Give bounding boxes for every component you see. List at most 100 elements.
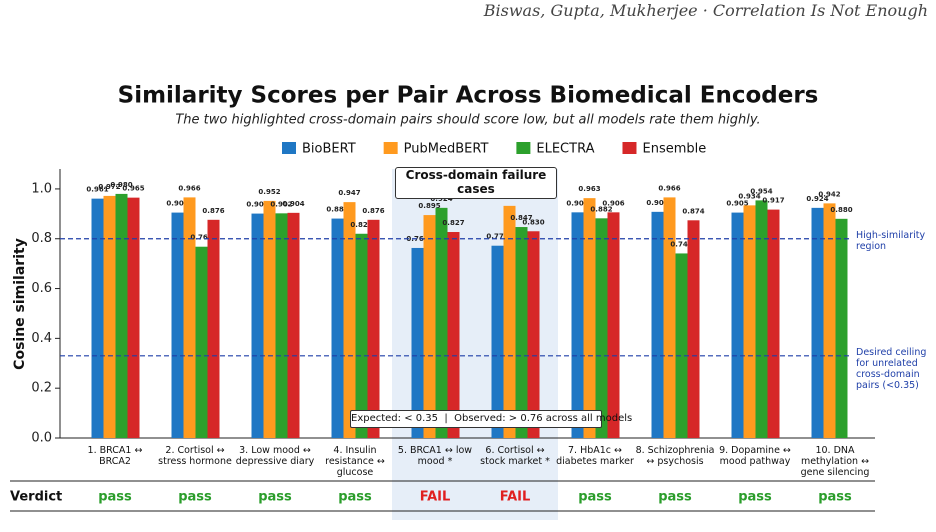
value-label: 0.847 [510, 214, 532, 222]
bar [171, 212, 184, 438]
value-label: 0.980 [110, 181, 132, 189]
value-label: 0.972 [98, 183, 120, 191]
verdict: pass [818, 490, 852, 505]
bar [515, 227, 528, 438]
legend-label: Ensemble [642, 142, 706, 157]
bar [767, 209, 780, 438]
value-label: 0.963 [578, 185, 600, 193]
value-label: 0.895 [418, 202, 440, 210]
value-label: 0.874 [682, 207, 704, 215]
value-label: 0.876 [362, 207, 384, 215]
value-label: 0.954 [750, 187, 772, 195]
bar [503, 205, 516, 438]
verdict: pass [258, 490, 292, 505]
bar [91, 198, 104, 438]
highlight-note: Expected: < 0.35 | Observed: > 0.76 acro… [350, 410, 632, 428]
bar [195, 246, 208, 438]
chart-title: Similarity Scores per Pair Across Biomed… [118, 83, 819, 109]
x-tick-label: 4. Insulin resistance ↔ glucose [325, 445, 385, 478]
bar [127, 197, 140, 438]
y-tick-label: 0.0 [31, 431, 52, 446]
value-label: 0.905 [166, 200, 188, 208]
x-tick-label: 5. BRCA1 ↔ low mood * [397, 445, 473, 467]
x-tick-label: 10. DNA methylation ↔ gene silencing [800, 445, 870, 478]
chart-subtitle: The two highlighted cross-domain pairs s… [175, 113, 760, 128]
value-label: 0.880 [830, 206, 852, 214]
bar [663, 197, 676, 438]
x-tick-label: 6. Cortisol ↔ stock market * [480, 445, 550, 467]
value-label: 0.901 [246, 201, 268, 209]
bar [811, 207, 824, 438]
value-label: 0.772 [486, 233, 508, 241]
bar [287, 212, 300, 438]
legend-swatch [516, 142, 531, 154]
value-label: 0.965 [122, 185, 144, 193]
value-label: 0.966 [658, 184, 680, 192]
value-label: 0.881 [326, 206, 348, 214]
highlight-label: Cross-domain failure cases [395, 167, 557, 199]
x-tick-label: 1. BRCA1 ↔ BRCA2 [87, 445, 143, 467]
verdict: pass [658, 490, 692, 505]
x-tick-label: 3. Low mood ↔ depressive diary [235, 445, 315, 467]
bar [607, 212, 620, 438]
bar [675, 253, 688, 438]
legend-label: BioBERT [302, 142, 356, 157]
y-tick-label: 0.2 [31, 381, 52, 396]
value-label: 0.934 [738, 192, 760, 200]
verdict: FAIL [500, 490, 531, 505]
value-label: 0.904 [282, 200, 304, 208]
bar [743, 205, 756, 438]
bar [595, 218, 608, 438]
bar [103, 195, 116, 438]
value-label: 0.902 [270, 200, 292, 208]
bar [651, 211, 664, 438]
value-label: 0.905 [726, 200, 748, 208]
bar [367, 219, 380, 438]
bar [355, 233, 368, 438]
reference-label: High-similarity region [856, 229, 926, 252]
bar [835, 218, 848, 438]
x-tick-label: 7. HbA1c ↔ diabetes marker [556, 445, 634, 467]
bar [687, 220, 700, 438]
bar [423, 215, 436, 438]
running-header: Biswas, Gupta, Mukherjee · Correlation I… [483, 1, 928, 20]
y-axis-title: Cosine similarity [12, 238, 28, 370]
bar [435, 207, 448, 438]
bar [115, 193, 128, 438]
value-label: 0.908 [646, 199, 668, 207]
value-label: 0.917 [762, 197, 784, 205]
legend-swatch [383, 142, 398, 154]
value-label: 0.942 [818, 190, 840, 198]
bar [491, 245, 504, 438]
value-label: 0.741 [670, 240, 692, 248]
value-label: 0.876 [202, 207, 224, 215]
value-label: 0.906 [566, 199, 588, 207]
value-label: 0.830 [522, 218, 544, 226]
bar [571, 212, 584, 438]
bar [823, 203, 836, 438]
value-label: 0.947 [338, 189, 360, 197]
verdict: pass [738, 490, 772, 505]
value-label: 0.763 [406, 235, 428, 243]
verdict: pass [98, 490, 132, 505]
bar [183, 197, 196, 438]
value-label: 0.924 [806, 195, 828, 203]
bar [343, 202, 356, 438]
y-tick-label: 1.0 [31, 181, 52, 196]
value-label: 0.961 [86, 186, 108, 194]
bar [527, 231, 540, 438]
value-label: 0.827 [442, 219, 464, 227]
value-label: 0.924 [430, 195, 452, 203]
bar [275, 213, 288, 438]
bar [411, 247, 424, 438]
value-label: 0.966 [178, 184, 200, 192]
bar [251, 213, 264, 438]
reference-label: Desired ceiling for unrelated cross-doma… [856, 346, 927, 391]
legend-swatch [622, 142, 637, 154]
y-tick-label: 0.4 [31, 331, 52, 346]
verdict-label: Verdict [10, 490, 62, 505]
y-tick-label: 0.8 [31, 231, 52, 246]
verdict: FAIL [420, 490, 451, 505]
x-tick-label: 8. Schizophrenia ↔ psychosis [635, 445, 715, 467]
